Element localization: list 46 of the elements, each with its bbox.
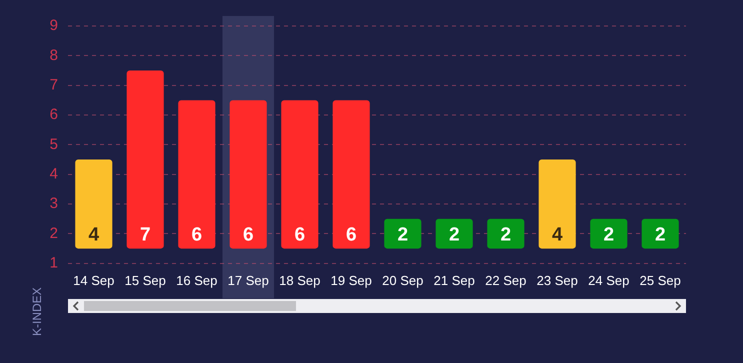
bar	[281, 100, 318, 249]
data-label: 6	[294, 224, 306, 246]
data-label: 6	[191, 224, 202, 246]
x-tick-label: 18 Sep	[279, 272, 320, 288]
y-tick-label: 5	[50, 136, 58, 153]
y-tick-label: 3	[50, 195, 58, 212]
bar	[384, 218, 422, 249]
y-tick-label: 6	[50, 106, 58, 124]
y-tick-label: 1	[50, 254, 58, 272]
x-tick-label: 19 Sep	[330, 272, 372, 288]
x-tick-label: 21 Sep	[434, 272, 475, 288]
bar	[590, 218, 628, 249]
x-tick-label: 16 Sep	[176, 272, 218, 288]
y-tick-label: 8	[50, 46, 58, 64]
data-label: 4	[88, 224, 100, 246]
data-label: 2	[397, 224, 408, 246]
bar	[230, 100, 267, 249]
y-tick-label: 7	[50, 76, 58, 94]
y-tick-label: 9	[50, 17, 58, 34]
x-tick-label: 20 Sep	[382, 272, 424, 288]
bar	[126, 70, 164, 249]
x-tick-label: 14 Sep	[73, 272, 114, 288]
bar	[332, 100, 370, 249]
x-tick-label: 25 Sep	[640, 272, 681, 288]
data-label: 6	[346, 224, 357, 246]
x-tick-label: 24 Sep	[588, 272, 630, 288]
x-tick-label: 22 Sep	[485, 272, 526, 288]
bar	[642, 218, 679, 249]
data-label: 7	[140, 224, 151, 246]
y-axis-title: K-INDEX	[30, 287, 44, 336]
x-tick-label: 15 Sep	[124, 272, 166, 288]
bar	[487, 218, 524, 249]
y-tick-label: 2	[50, 224, 58, 242]
data-label: 2	[603, 224, 614, 246]
y-tick-label: 4	[50, 166, 58, 183]
data-label: 2	[654, 224, 666, 246]
bar	[75, 160, 112, 249]
x-tick-label: 23 Sep	[536, 272, 578, 288]
bar	[538, 160, 576, 249]
data-label: 6	[242, 224, 254, 246]
data-label: 2	[500, 224, 512, 246]
bar	[436, 218, 473, 249]
bar	[178, 100, 216, 249]
x-tick-label: 17 Sep	[228, 272, 269, 288]
data-label: 2	[448, 224, 460, 246]
data-label: 4	[552, 224, 563, 246]
